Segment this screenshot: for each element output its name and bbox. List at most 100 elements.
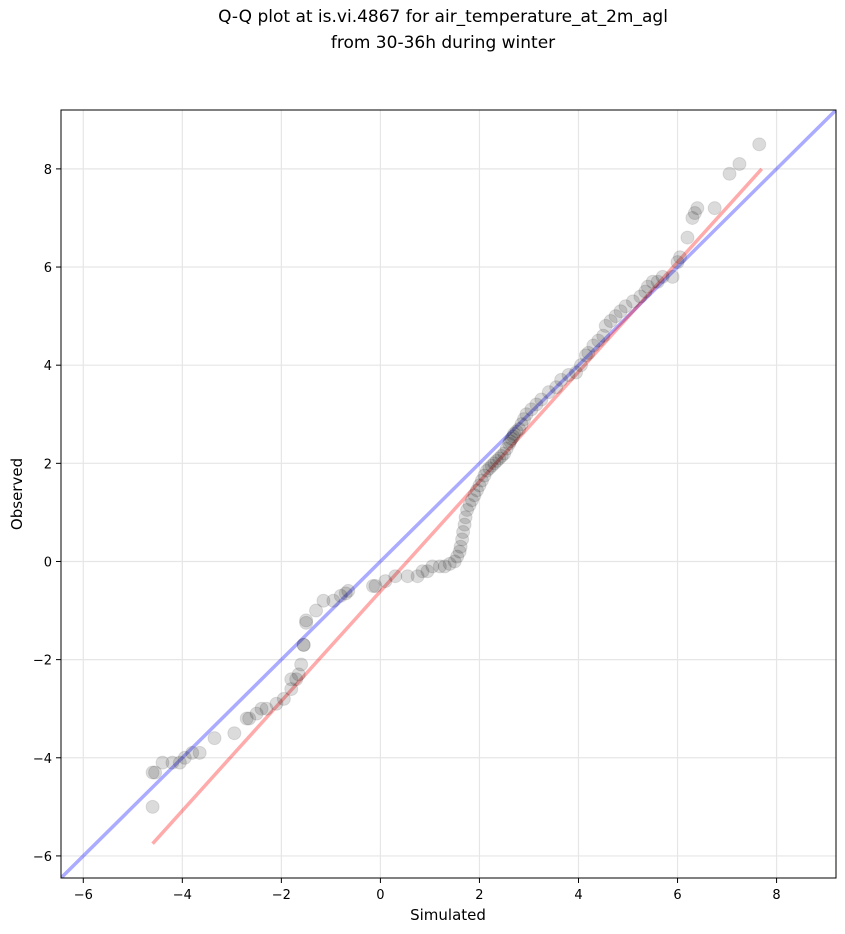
data-point-27 [309, 603, 324, 618]
data-point-93 [596, 328, 611, 343]
data-point-0 [145, 799, 160, 814]
x-tick-label-7: 8 [772, 888, 780, 903]
data-point-91 [586, 338, 601, 353]
x-tick-label-2: −2 [272, 888, 291, 903]
identity-line [61, 110, 836, 878]
data-point-70 [502, 436, 517, 451]
data-point-33 [365, 579, 380, 594]
data-point-43 [437, 559, 452, 574]
data-point-58 [472, 478, 487, 493]
grid-lines [61, 110, 836, 878]
data-point-85 [554, 372, 569, 387]
data-point-42 [432, 559, 447, 574]
data-point-20 [289, 672, 304, 687]
data-point-75 [509, 424, 524, 439]
data-point-21 [291, 667, 306, 682]
data-point-86 [561, 367, 576, 382]
data-point-101 [638, 284, 653, 299]
y-tick-label-1: −4 [33, 752, 52, 767]
data-point-114 [722, 166, 737, 181]
data-point-8 [192, 745, 207, 760]
data-point-5 [172, 755, 187, 770]
y-tick-label-0: −6 [33, 850, 52, 865]
data-point-6 [177, 750, 192, 765]
data-point-31 [338, 586, 353, 601]
data-point-12 [242, 711, 257, 726]
data-point-57 [469, 483, 484, 498]
data-point-38 [410, 569, 425, 584]
data-point-60 [477, 468, 492, 483]
data-point-100 [633, 289, 648, 304]
data-point-92 [591, 333, 606, 348]
data-point-32 [341, 583, 356, 598]
x-tick-label-1: −4 [173, 888, 192, 903]
data-point-72 [504, 431, 519, 446]
data-point-113 [707, 201, 722, 216]
data-point-68 [497, 446, 512, 461]
data-point-48 [453, 539, 468, 554]
data-point-71 [503, 434, 518, 449]
y-tick-label-6: 6 [44, 261, 52, 276]
data-point-104 [650, 274, 665, 289]
reference-lines [61, 110, 836, 878]
data-point-107 [670, 255, 685, 270]
data-point-25 [299, 615, 314, 630]
chart-title-line-1: Q-Q plot at is.vi.4867 for air_temperatu… [218, 7, 668, 27]
data-point-99 [625, 294, 640, 309]
data-point-110 [685, 210, 700, 225]
data-point-24 [296, 637, 311, 652]
data-point-3 [155, 755, 170, 770]
data-point-19 [284, 672, 299, 687]
x-tick-label-4: 2 [475, 888, 483, 903]
y-tick-label-4: 2 [44, 457, 52, 472]
data-point-56 [467, 488, 482, 503]
data-point-29 [326, 593, 341, 608]
data-point-94 [598, 318, 613, 333]
data-point-51 [457, 517, 472, 532]
data-point-76 [512, 421, 527, 436]
data-point-23 [296, 637, 311, 652]
y-axis-label: Observed [8, 458, 26, 530]
data-point-17 [276, 691, 291, 706]
data-point-49 [455, 532, 470, 547]
data-point-22 [294, 657, 309, 672]
x-axis-ticks: −6 −4 −2 0 2 4 6 8 [74, 878, 781, 903]
data-point-109 [680, 230, 695, 245]
data-point-35 [378, 574, 393, 589]
data-point-39 [415, 564, 430, 579]
data-point-73 [506, 429, 521, 444]
y-tick-label-5: 4 [44, 359, 52, 374]
data-point-14 [254, 701, 269, 716]
y-tick-label-2: −2 [33, 654, 52, 669]
x-tick-label-5: 4 [574, 888, 582, 903]
data-point-64 [487, 456, 502, 471]
data-point-18 [284, 682, 299, 697]
data-point-45 [447, 554, 462, 569]
data-point-47 [452, 544, 467, 559]
data-point-53 [460, 502, 475, 517]
data-point-79 [519, 407, 534, 422]
data-point-13 [249, 706, 264, 721]
data-point-83 [541, 385, 556, 400]
data-point-30 [333, 588, 348, 603]
chart-title-line-2: from 30-36h during winter [331, 33, 555, 53]
x-axis-label: Simulated [410, 906, 486, 924]
data-point-65 [489, 453, 504, 468]
data-point-55 [465, 493, 480, 508]
data-point-7 [185, 745, 200, 760]
data-point-11 [239, 711, 254, 726]
data-point-15 [259, 701, 274, 716]
data-point-10 [227, 726, 242, 741]
data-point-98 [618, 299, 633, 314]
data-point-52 [458, 510, 473, 525]
data-point-115 [732, 156, 747, 171]
data-point-26 [299, 613, 314, 628]
x-tick-label-0: −6 [74, 888, 93, 903]
data-point-69 [499, 441, 514, 456]
data-point-96 [608, 309, 623, 324]
data-point-59 [474, 473, 489, 488]
data-point-81 [529, 397, 544, 412]
data-point-62 [482, 461, 497, 476]
data-point-9 [207, 731, 222, 746]
